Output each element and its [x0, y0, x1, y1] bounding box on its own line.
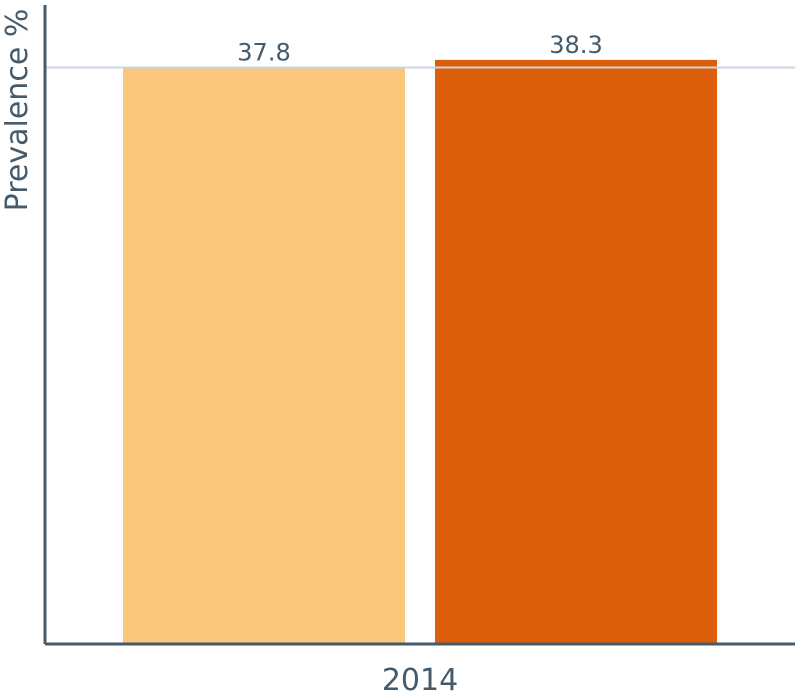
x-tick-label: 2014 [382, 663, 458, 698]
bar-series-1 [123, 67, 405, 644]
plot-area: 37.8 38.3 [123, 31, 717, 644]
value-label-series-2: 38.3 [549, 31, 602, 59]
value-label-series-1: 37.8 [237, 39, 290, 67]
bar-series-2 [435, 59, 717, 644]
y-axis-title: Prevalence % [0, 9, 35, 212]
